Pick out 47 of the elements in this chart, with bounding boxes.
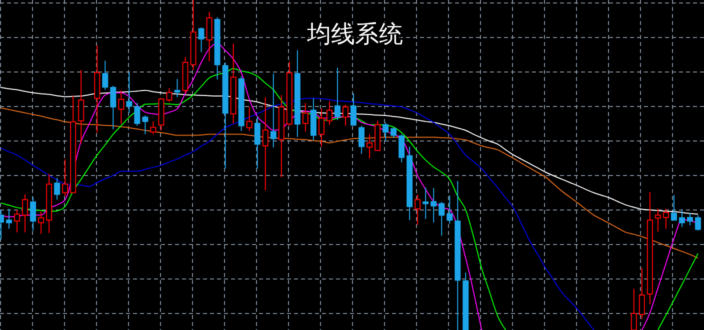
candlestick	[198, 26, 204, 53]
candlestick	[38, 211, 44, 234]
candlestick	[638, 267, 645, 320]
candlestick	[366, 134, 373, 159]
candlestick	[318, 108, 324, 148]
candlestick	[446, 194, 453, 224]
candlestick	[150, 120, 156, 135]
candlestick	[662, 208, 669, 230]
candlestick	[22, 194, 28, 233]
candlestick	[166, 88, 172, 102]
candlestick	[14, 209, 20, 233]
candlestick	[654, 208, 661, 232]
candlestick	[302, 102, 308, 132]
candlestick	[62, 158, 68, 197]
candlestick	[678, 209, 685, 228]
candlestick	[430, 188, 437, 223]
candlestick	[254, 116, 260, 170]
candlestick	[6, 208, 12, 230]
candlestick	[326, 100, 332, 126]
candlestick	[390, 127, 397, 138]
candlestick	[102, 60, 108, 90]
candlestick	[342, 104, 348, 126]
candlestick	[414, 194, 421, 226]
candlestick	[174, 78, 180, 98]
candlestick	[438, 201, 445, 236]
candlestick	[686, 212, 693, 226]
candlestick	[358, 125, 365, 154]
candlestick	[118, 90, 124, 125]
candlestick	[78, 69, 84, 144]
candlestick	[110, 85, 116, 130]
candlestick	[350, 92, 357, 126]
candlestick	[270, 73, 276, 148]
candlestick	[262, 96, 268, 191]
candlestick	[206, 11, 212, 62]
candlestick	[630, 288, 637, 330]
candlestick	[670, 194, 677, 221]
candlestick	[126, 72, 132, 114]
candlestick	[695, 214, 701, 232]
candlestick	[382, 122, 389, 141]
candlestick	[246, 106, 252, 132]
candlestick	[398, 134, 405, 163]
candlestick	[142, 115, 148, 135]
candlestick	[334, 67, 340, 121]
candlestick	[422, 186, 429, 220]
candlestick	[134, 102, 140, 126]
candlestick	[54, 177, 60, 200]
candlestick	[30, 196, 36, 232]
